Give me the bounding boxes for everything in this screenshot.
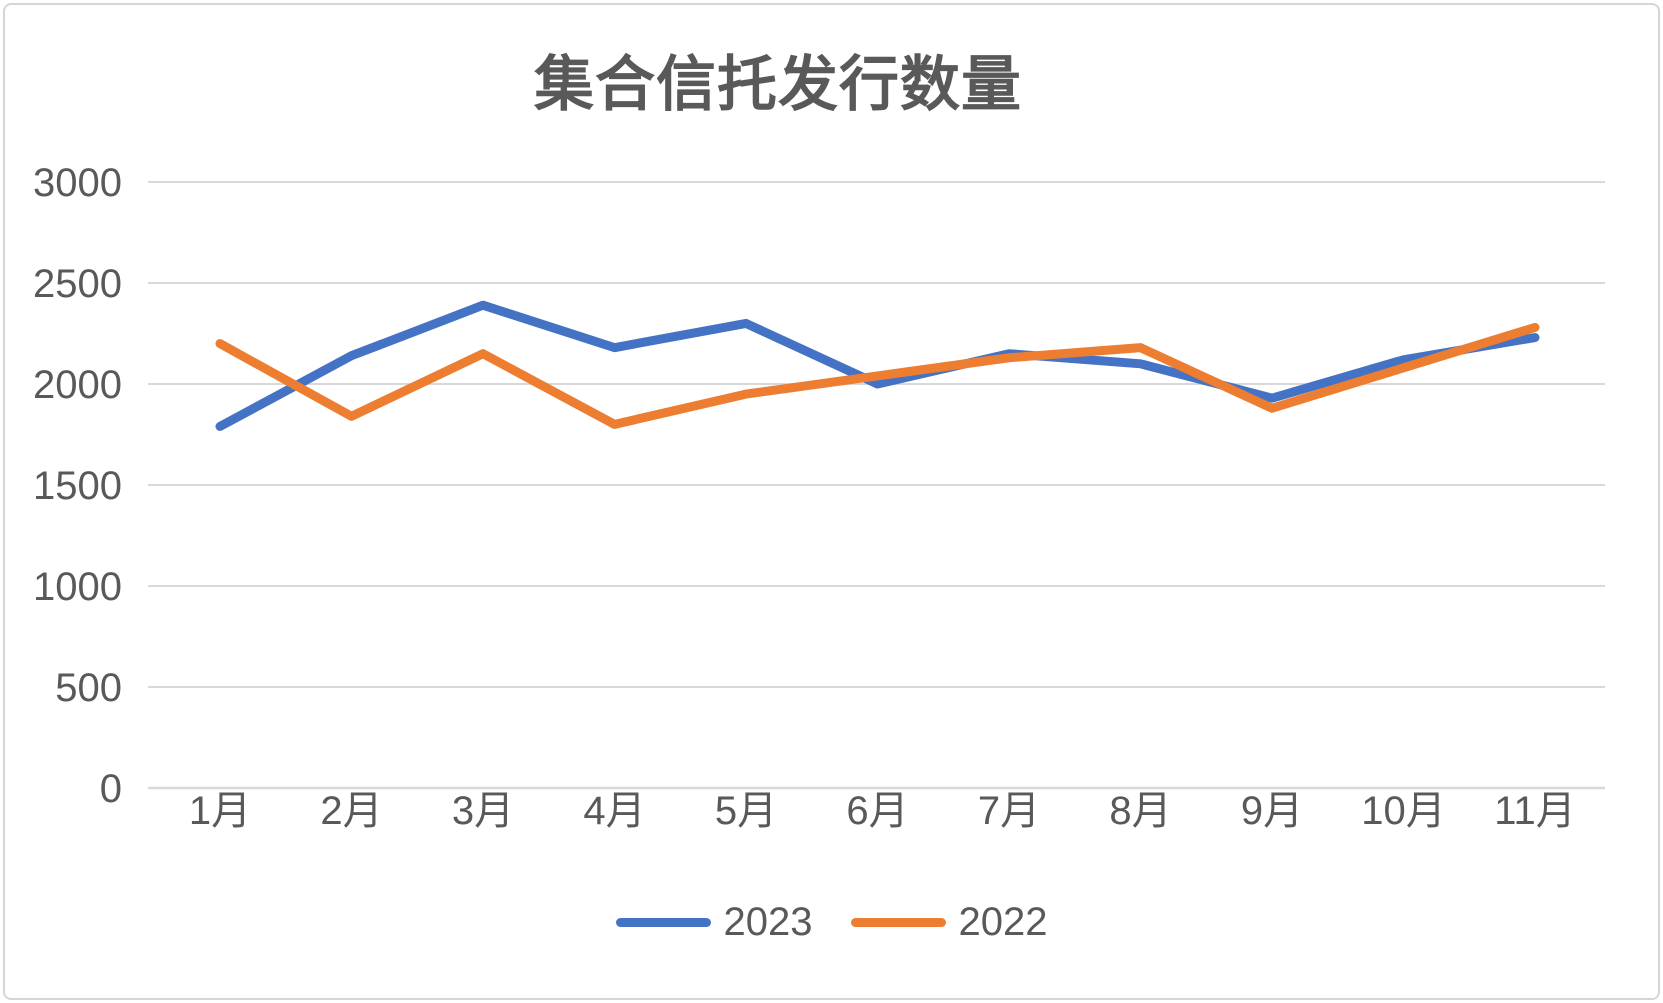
legend-item-2022[interactable]: 2022: [850, 900, 1048, 944]
x-tick-label-3: 3月: [452, 789, 514, 833]
x-tick-label-1: 1月: [189, 789, 251, 833]
x-tick-label-5: 5月: [715, 789, 777, 833]
legend: 2023 2022: [0, 902, 1663, 942]
x-tick-label-9: 9月: [1241, 789, 1303, 833]
y-tick-label-2500: 2500: [33, 262, 122, 306]
y-tick-label-3000: 3000: [33, 161, 122, 205]
y-tick-label-1000: 1000: [33, 565, 122, 609]
y-tick-label-0: 0: [100, 767, 122, 811]
x-tick-label-8: 8月: [1109, 789, 1171, 833]
legend-swatch-2022-line: [850, 917, 946, 927]
y-tick-label-500: 500: [55, 666, 122, 710]
legend-label-2023: 2023: [723, 900, 813, 944]
x-tick-label-6: 6月: [846, 789, 908, 833]
x-tick-label-2: 2月: [320, 789, 382, 833]
legend-label-2022: 2022: [958, 900, 1048, 944]
chart-title: 集合信托发行数量: [534, 51, 1022, 118]
x-tick-label-11: 11月: [1494, 789, 1576, 833]
series-2022-line[interactable]: [215, 322, 1540, 429]
legend-swatch-2023-line: [615, 917, 711, 927]
x-tick-label-7: 7月: [978, 789, 1040, 833]
x-tick-label-10: 10月: [1361, 789, 1446, 833]
y-tick-label-1500: 1500: [33, 464, 122, 508]
series-2023-line[interactable]: [215, 300, 1540, 431]
x-tick-label-4: 4月: [583, 789, 645, 833]
legend-item-2023[interactable]: 2023: [615, 900, 813, 944]
y-tick-label-2000: 2000: [33, 363, 122, 407]
